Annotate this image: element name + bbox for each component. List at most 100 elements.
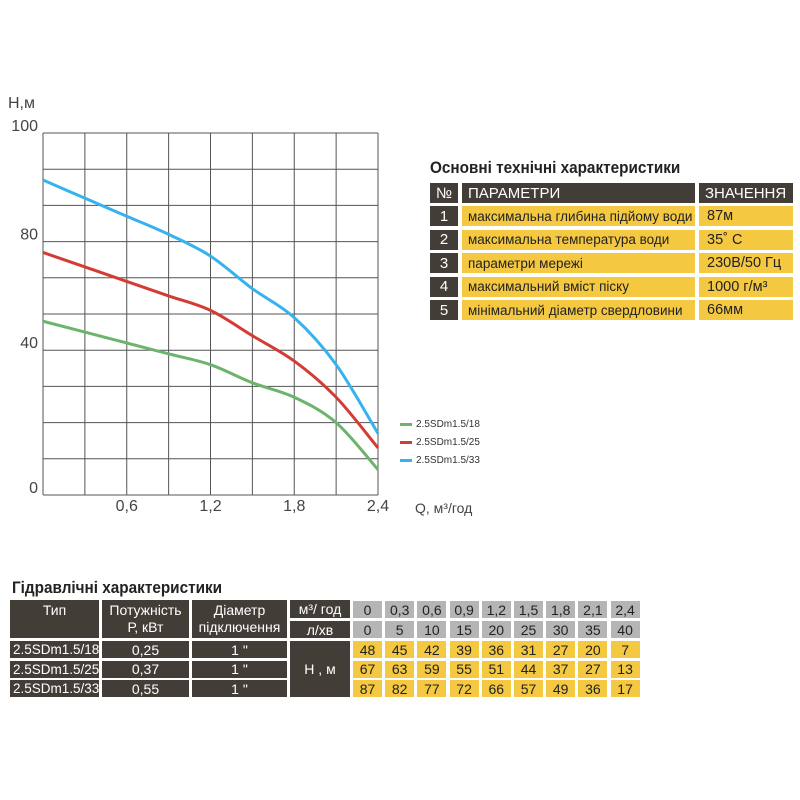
legend-swatch (400, 423, 412, 426)
legend-swatch (400, 441, 412, 444)
spec-row-value: 230В/50 Гц (699, 253, 793, 273)
flow-m3-cell: 0,6 (417, 601, 447, 618)
y-tick-label: 80 (20, 227, 38, 244)
head-cell: 82 (385, 680, 415, 697)
row-power: 0,37 (102, 660, 189, 678)
legend-label: 2.5SDm1.5/33 (416, 455, 480, 466)
flow-l-cell: 35 (578, 621, 608, 638)
row-diameter: 1 " (192, 680, 287, 697)
legend-item: 2.5SDm1.5/33 (400, 455, 480, 466)
head-cell: 49 (546, 680, 576, 697)
header-flow-l: л/хв (290, 621, 350, 638)
row-power: 0,55 (102, 680, 189, 697)
y-tick-label: 0 (29, 480, 38, 497)
head-cell: 77 (417, 680, 447, 697)
specs-title: Основні технічні характеристики (430, 158, 681, 177)
flow-m3-cell: 1,2 (481, 601, 511, 618)
head-cell: 39 (449, 641, 479, 658)
legend-item: 2.5SDm1.5/25 (400, 437, 480, 448)
flow-m3-cell: 1,8 (546, 601, 576, 618)
flow-l-cell: 20 (481, 621, 511, 638)
pump-curve-chart: 0,6 1,2 1,8 2,4 100 80 40 0 H,м Q, м³/год (8, 95, 472, 516)
chart-grid (42, 132, 379, 496)
flow-l-cell: 25 (514, 621, 543, 638)
spec-row-value: 1000 г/м³ (699, 276, 793, 297)
head-cell: 55 (449, 660, 479, 678)
y-tick-label: 40 (20, 335, 38, 352)
series-line-2.5SDm1.5/33 (42, 178, 380, 435)
spec-row-number: 2 (430, 229, 458, 250)
header-number: № (430, 183, 458, 203)
x-tick-label: 1,8 (283, 498, 305, 515)
flow-m3-cell: 0,3 (385, 601, 415, 618)
head-cell: 37 (546, 660, 576, 678)
head-cell: 20 (578, 641, 608, 658)
flow-m3-cell: 1,5 (514, 601, 543, 618)
header-head: Н , м (290, 641, 350, 697)
spec-row-number: 5 (430, 300, 458, 320)
row-type: 2.5SDm1.5/33 (10, 680, 99, 697)
head-cell: 36 (578, 680, 608, 697)
legend-item: 2.5SDm1.5/18 (400, 419, 480, 430)
row-power: 0,25 (102, 641, 189, 658)
y-tick-label: 100 (11, 118, 38, 135)
head-cell: 31 (514, 641, 543, 658)
flow-l-cell: 0 (353, 621, 382, 638)
head-cell: 27 (546, 641, 576, 658)
spec-row-value: 35˚ С (699, 229, 793, 250)
row-diameter: 1 " (192, 641, 287, 658)
y-axis-label: H,м (8, 95, 35, 112)
header-flow-m3: м³/ год (290, 600, 350, 618)
head-cell: 72 (449, 680, 479, 697)
x-tick-label: 0,6 (116, 498, 138, 515)
x-axis-label: Q, м³/год (415, 500, 472, 516)
head-cell: 63 (385, 660, 415, 678)
flow-m3-cell: 0 (353, 601, 382, 618)
flow-m3-cell: 2,4 (610, 601, 640, 618)
flow-l-cell: 5 (385, 621, 415, 638)
flow-l-cell: 10 (417, 621, 447, 638)
hydraulic-title: Гідравлічні характеристики (12, 578, 223, 597)
spec-row-value: 87м (699, 206, 793, 226)
head-cell: 59 (417, 660, 447, 678)
legend-swatch (400, 459, 412, 462)
spec-row-param: мінімальний діаметр свердловини (462, 300, 695, 320)
flow-l-cell: 15 (449, 621, 479, 638)
head-cell: 17 (610, 680, 640, 697)
head-cell: 44 (514, 660, 543, 678)
header-values: ЗНАЧЕННЯ (699, 183, 793, 203)
spec-row-param: максимальна глибина підйому води (462, 206, 695, 226)
spec-row-number: 3 (430, 253, 458, 273)
x-tick-label: 2,4 (367, 498, 389, 515)
spec-row-param: параметри мережі (462, 253, 695, 273)
flow-l-cell: 40 (610, 621, 640, 638)
head-cell: 13 (610, 660, 640, 678)
x-tick-label: 1,2 (199, 498, 221, 515)
series-line-2.5SDm1.5/18 (42, 319, 380, 471)
head-cell: 57 (514, 680, 543, 697)
head-cell: 7 (610, 641, 640, 658)
head-cell: 87 (353, 680, 382, 697)
spec-row-param: максимальний вміст піску (462, 276, 695, 297)
header-power: Потужність Р, кВт (102, 600, 189, 638)
head-cell: 66 (481, 680, 511, 697)
head-cell: 51 (481, 660, 511, 678)
head-cell: 36 (481, 641, 511, 658)
header-type: Тип (10, 600, 99, 638)
flow-m3-cell: 2,1 (578, 601, 608, 618)
head-cell: 42 (417, 641, 447, 658)
row-type: 2.5SDm1.5/25 (10, 660, 99, 678)
head-cell: 48 (353, 641, 382, 658)
spec-row-value: 66мм (699, 300, 793, 320)
series-line-2.5SDm1.5/25 (42, 251, 380, 449)
spec-row-number: 4 (430, 276, 458, 297)
flow-m3-cell: 0,9 (449, 601, 479, 618)
spec-row-param: максимальна температура води (462, 229, 695, 250)
header-diameter: Діаметр підключення (192, 600, 287, 638)
legend-label: 2.5SDm1.5/25 (416, 437, 480, 448)
spec-row-number: 1 (430, 206, 458, 226)
head-cell: 67 (353, 660, 382, 678)
legend-label: 2.5SDm1.5/18 (416, 419, 480, 430)
row-type: 2.5SDm1.5/18 (10, 641, 99, 658)
row-diameter: 1 " (192, 660, 287, 678)
